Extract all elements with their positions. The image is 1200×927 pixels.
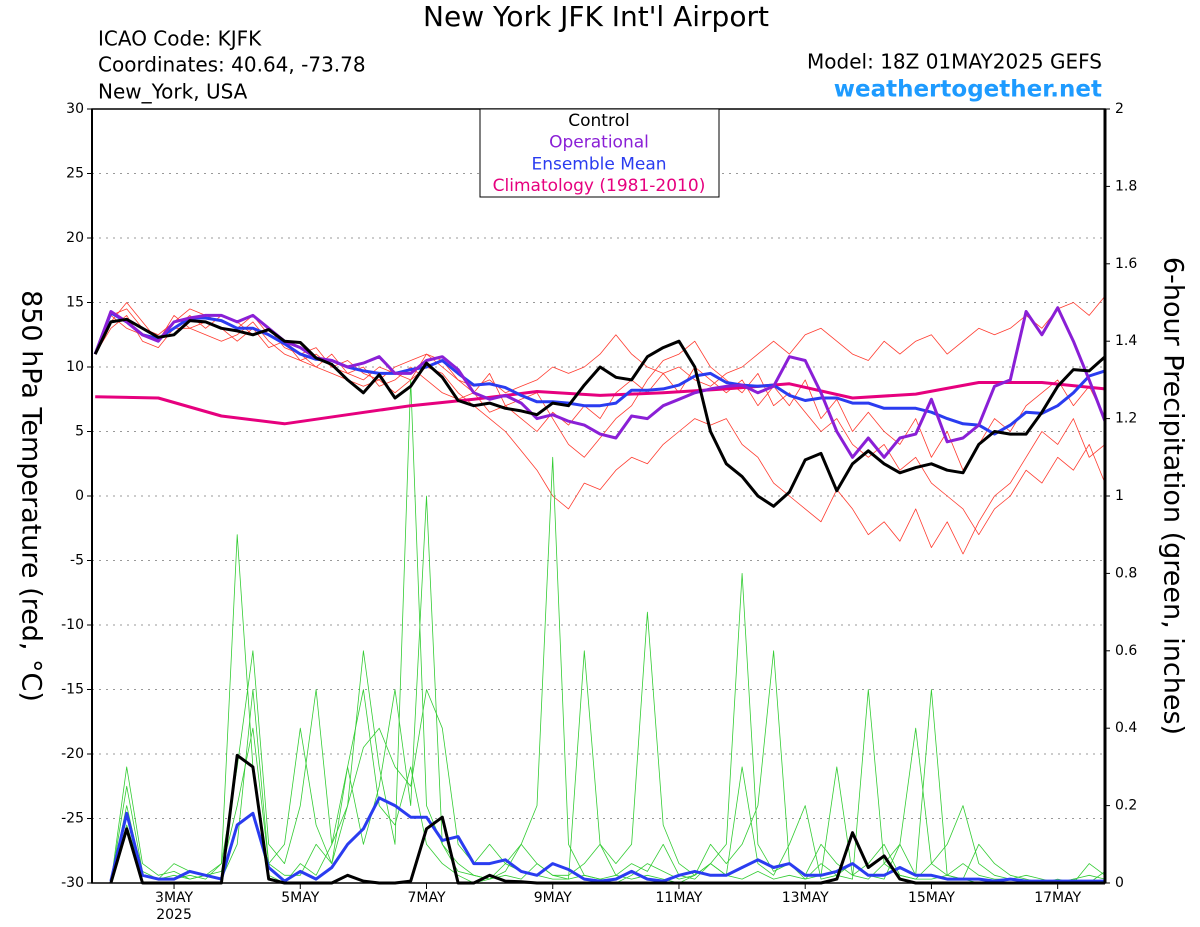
x-tick-label: 17MAY <box>1034 890 1081 906</box>
legend-entry: Ensemble Mean <box>531 154 666 174</box>
legend-entry: Climatology (1981-2010) <box>493 176 706 196</box>
legend-box <box>479 108 720 198</box>
y-tick-label: 10 <box>66 359 84 375</box>
x-tick-label: 5MAY <box>281 890 319 906</box>
model-info: Model: 18Z 01MAY2025 GEFS <box>807 50 1102 74</box>
member-line <box>94 302 1106 471</box>
y2-tick-label: 1.2 <box>1115 411 1137 427</box>
y-tick-label: 20 <box>66 230 84 246</box>
member-line <box>94 315 1106 555</box>
y2-axis-title: 6-hour Precipitation (green, inches) <box>1158 257 1189 735</box>
y-tick-label: -20 <box>61 746 84 762</box>
x-tick-label: 13MAY <box>782 890 829 906</box>
x-tick-label: 11MAY <box>656 890 703 906</box>
y-tick-label: -25 <box>61 811 84 827</box>
y2-tick-label: 1.6 <box>1115 256 1137 272</box>
y2-tick-label: 1.8 <box>1115 178 1137 194</box>
y-tick-label: -10 <box>61 617 84 633</box>
x-tick-label: 7MAY <box>407 890 445 906</box>
coordinates: Coordinates: 40.64, -73.78 <box>98 53 366 77</box>
y-axis-title: 850 hPa Temperature (red, °C) <box>16 290 47 702</box>
y-tick-label: -30 <box>61 875 84 891</box>
y2-tick-label: 1.4 <box>1115 333 1137 349</box>
y2-tick-label: 0.8 <box>1115 565 1137 581</box>
y-tick-label: 30 <box>66 101 84 117</box>
y2-tick-label: 0 <box>1115 875 1124 891</box>
y-tick-label: -5 <box>70 553 84 569</box>
precip-line <box>109 796 1105 883</box>
legend-entry: Control <box>568 111 629 131</box>
location: New_York, USA <box>98 80 248 104</box>
y2-tick-label: 0.2 <box>1115 798 1137 814</box>
y-tick-label: 25 <box>66 166 84 182</box>
x-tick-sublabel: 2025 <box>156 907 192 923</box>
plot-area: -30-25-20-15-10-505101520253000.20.40.60… <box>61 101 1137 923</box>
y-tick-label: 5 <box>75 424 84 440</box>
y2-tick-label: 0.6 <box>1115 643 1137 659</box>
icao-code: ICAO Code: KJFK <box>98 27 262 51</box>
y2-tick-label: 0.4 <box>1115 720 1137 736</box>
legend-entry: Operational <box>549 133 649 153</box>
y2-tick-label: 1 <box>1115 488 1124 504</box>
x-tick-label: 9MAY <box>534 890 572 906</box>
series-line <box>93 317 1107 508</box>
site-name: weathertogether.net <box>834 77 1102 103</box>
x-tick-label: 15MAY <box>908 890 955 906</box>
x-tick-label: 3MAY <box>155 890 193 906</box>
series-line <box>93 306 1107 459</box>
member-line <box>94 295 1106 394</box>
series-line <box>95 381 1106 426</box>
precip-line <box>110 611 1106 884</box>
y-tick-label: 0 <box>75 488 84 504</box>
chart-title: New York JFK Int'l Airport <box>423 0 769 33</box>
y2-tick-label: 2 <box>1115 101 1124 117</box>
y-tick-label: -15 <box>61 682 84 698</box>
y-tick-label: 15 <box>66 295 84 311</box>
